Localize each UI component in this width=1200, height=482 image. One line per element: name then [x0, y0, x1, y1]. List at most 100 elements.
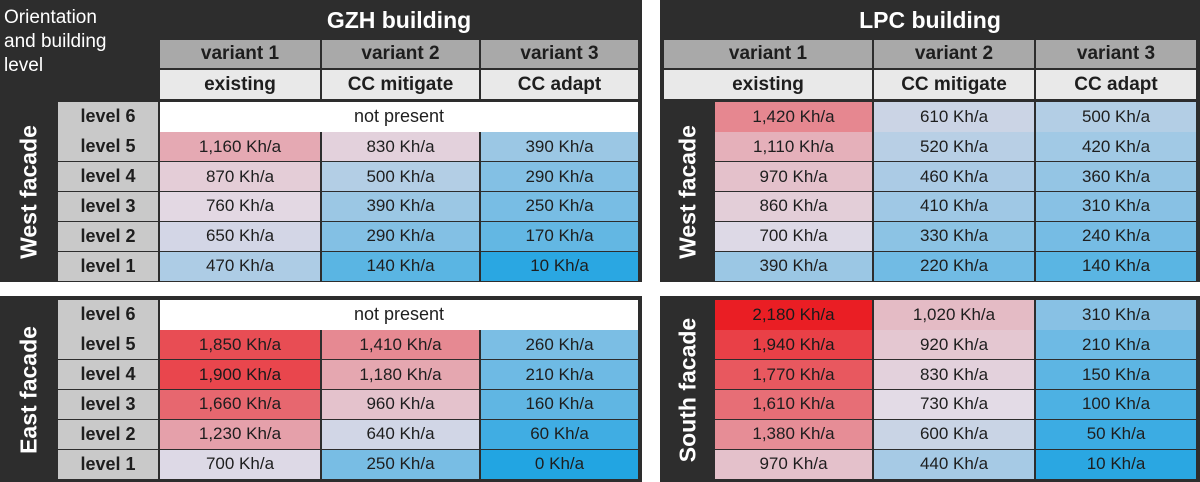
value-cell: 310 Kh/a: [1036, 300, 1196, 330]
level-label: level 3: [58, 389, 158, 420]
value-cell: 640 Kh/a: [322, 419, 479, 450]
facade-label: West facade: [15, 124, 42, 259]
value-cell: 1,410 Kh/a: [322, 329, 479, 360]
value-cell: 470 Kh/a: [160, 251, 320, 282]
value-cell: 650 Kh/a: [160, 221, 320, 252]
value-cell: 0 Kh/a: [481, 449, 638, 480]
level-label: level 6: [58, 300, 158, 330]
not-present-cell: not present: [160, 300, 638, 330]
variant-name: variant 1: [160, 40, 320, 68]
value-cell: 390 Kh/a: [715, 251, 872, 282]
level-label: level 2: [58, 419, 158, 450]
variant-name: variant 3: [481, 40, 638, 68]
value-cell: 250 Kh/a: [322, 449, 479, 480]
value-cell: 920 Kh/a: [874, 329, 1034, 360]
value-cell: 210 Kh/a: [481, 359, 638, 390]
level-label: level 1: [58, 449, 158, 480]
variant-description: existing: [160, 70, 320, 99]
orientation-header-line: and building: [4, 31, 107, 52]
value-cell: 10 Kh/a: [1036, 449, 1196, 480]
building-title: LPC building: [859, 7, 1001, 33]
variant-name: variant 1: [664, 40, 872, 68]
value-cell: 520 Kh/a: [874, 131, 1034, 162]
level-label: level 4: [58, 359, 158, 390]
value-cell: 1,230 Kh/a: [160, 419, 320, 450]
level-label: level 1: [58, 251, 158, 282]
value-cell: 1,850 Kh/a: [160, 329, 320, 360]
value-cell: 360 Kh/a: [1036, 161, 1196, 192]
variant-description: CC adapt: [1036, 70, 1196, 99]
value-cell: 830 Kh/a: [322, 131, 479, 162]
value-cell: 600 Kh/a: [874, 419, 1034, 450]
variant-description: existing: [664, 70, 872, 99]
value-cell: 830 Kh/a: [874, 359, 1034, 390]
facade-label: South facade: [674, 317, 701, 462]
value-cell: 460 Kh/a: [874, 161, 1034, 192]
level-label: level 6: [58, 102, 158, 132]
value-cell: 1,380 Kh/a: [715, 419, 872, 450]
value-cell: 970 Kh/a: [715, 161, 872, 192]
value-cell: 2,180 Kh/a: [715, 300, 872, 330]
value-cell: 260 Kh/a: [481, 329, 638, 360]
orientation-header-line: level: [4, 55, 44, 76]
value-cell: 700 Kh/a: [160, 449, 320, 480]
variant-name: variant 2: [322, 40, 479, 68]
variant-description: CC mitigate: [874, 70, 1034, 99]
value-cell: 170 Kh/a: [481, 221, 638, 252]
value-cell: 250 Kh/a: [481, 191, 638, 222]
variant-name: variant 2: [874, 40, 1034, 68]
value-cell: 420 Kh/a: [1036, 131, 1196, 162]
level-label: level 5: [58, 131, 158, 162]
value-cell: 390 Kh/a: [481, 131, 638, 162]
facade-label: West facade: [674, 124, 701, 259]
value-cell: 290 Kh/a: [481, 161, 638, 192]
value-cell: 1,900 Kh/a: [160, 359, 320, 390]
value-cell: 1,660 Kh/a: [160, 389, 320, 420]
value-cell: 310 Kh/a: [1036, 191, 1196, 222]
level-label: level 2: [58, 221, 158, 252]
value-cell: 330 Kh/a: [874, 221, 1034, 252]
facade-label: East facade: [15, 325, 42, 454]
value-cell: 870 Kh/a: [160, 161, 320, 192]
value-cell: 1,020 Kh/a: [874, 300, 1034, 330]
value-cell: 970 Kh/a: [715, 449, 872, 480]
value-cell: 760 Kh/a: [160, 191, 320, 222]
value-cell: 150 Kh/a: [1036, 359, 1196, 390]
value-cell: 610 Kh/a: [874, 102, 1034, 132]
value-cell: 960 Kh/a: [322, 389, 479, 420]
not-present-cell: not present: [160, 102, 638, 132]
value-cell: 390 Kh/a: [322, 191, 479, 222]
level-label: level 5: [58, 329, 158, 360]
variant-name: variant 3: [1036, 40, 1196, 68]
value-cell: 50 Kh/a: [1036, 419, 1196, 450]
value-cell: 1,160 Kh/a: [160, 131, 320, 162]
value-cell: 210 Kh/a: [1036, 329, 1196, 360]
value-cell: 1,940 Kh/a: [715, 329, 872, 360]
value-cell: 220 Kh/a: [874, 251, 1034, 282]
variant-description: CC mitigate: [322, 70, 479, 99]
orientation-header-line: Orientation: [4, 7, 97, 28]
value-cell: 100 Kh/a: [1036, 389, 1196, 420]
value-cell: 290 Kh/a: [322, 221, 479, 252]
value-cell: 860 Kh/a: [715, 191, 872, 222]
value-cell: 240 Kh/a: [1036, 221, 1196, 252]
value-cell: 10 Kh/a: [481, 251, 638, 282]
value-cell: 140 Kh/a: [1036, 251, 1196, 282]
value-cell: 1,180 Kh/a: [322, 359, 479, 390]
building-title: GZH building: [326, 7, 472, 33]
value-cell: 1,110 Kh/a: [715, 131, 872, 162]
value-cell: 500 Kh/a: [322, 161, 479, 192]
value-cell: 440 Kh/a: [874, 449, 1034, 480]
value-cell: 500 Kh/a: [1036, 102, 1196, 132]
value-cell: 730 Kh/a: [874, 389, 1034, 420]
value-cell: 160 Kh/a: [481, 389, 638, 420]
value-cell: 410 Kh/a: [874, 191, 1034, 222]
value-cell: 140 Kh/a: [322, 251, 479, 282]
level-label: level 3: [58, 191, 158, 222]
variant-description: CC adapt: [481, 70, 638, 99]
value-cell: 60 Kh/a: [481, 419, 638, 450]
level-label: level 4: [58, 161, 158, 192]
value-cell: 1,420 Kh/a: [715, 102, 872, 132]
value-cell: 1,770 Kh/a: [715, 359, 872, 390]
